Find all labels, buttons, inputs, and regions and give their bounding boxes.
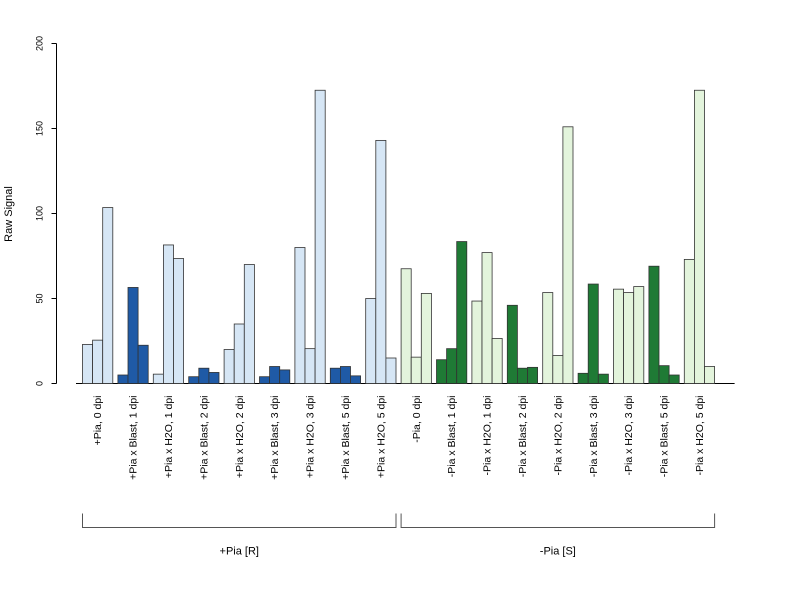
x-tick-label: -Pia x H2O, 5 dpi xyxy=(694,396,706,476)
bar xyxy=(152,373,164,384)
bar xyxy=(623,292,635,384)
x-tick-label: +Pia x H2O, 5 dpi xyxy=(375,396,387,479)
bar xyxy=(162,244,174,384)
y-tick-label: 100 xyxy=(35,206,45,221)
x-tick-label: -Pia x H2O, 1 dpi xyxy=(482,396,494,476)
bar xyxy=(173,258,185,384)
x-tick-label: +Pia x H2O, 2 dpi xyxy=(234,396,246,479)
x-tick-label: -Pia x Blast, 2 dpi xyxy=(517,396,529,478)
bar xyxy=(420,292,432,384)
bar xyxy=(350,375,362,384)
bar xyxy=(562,126,574,384)
group-bracket xyxy=(82,513,397,528)
x-tick-label: -Pia, 0 dpi xyxy=(411,396,423,443)
x-tick-label: +Pia, 0 dpi xyxy=(92,396,104,446)
y-axis-label: Raw Signal xyxy=(3,186,15,242)
bar xyxy=(506,304,518,384)
group-bracket-label: -Pia [S] xyxy=(540,546,576,558)
bar xyxy=(243,264,255,384)
bar xyxy=(587,283,599,384)
bars xyxy=(82,89,716,384)
x-tick-label: +Pia x Blast, 5 dpi xyxy=(340,396,352,480)
bar xyxy=(658,365,670,384)
x-tick-label: +Pia x H2O, 1 dpi xyxy=(163,396,175,479)
y-tick-label: 50 xyxy=(35,293,45,303)
bar xyxy=(198,367,210,384)
bar xyxy=(233,323,245,384)
bar xyxy=(436,359,448,384)
bar xyxy=(517,367,528,384)
bar xyxy=(683,258,695,384)
bar xyxy=(385,357,397,384)
bar xyxy=(613,288,625,384)
group-bracket-label: +Pia [R] xyxy=(220,546,259,558)
group-brackets: +Pia [R] -Pia [S] xyxy=(82,513,716,558)
bar xyxy=(400,268,412,384)
y-axis: 0 50 100 150 200 xyxy=(35,36,57,386)
y-tick-label: 0 xyxy=(35,381,45,386)
bar xyxy=(208,372,220,384)
bar xyxy=(127,287,139,384)
bar xyxy=(527,366,539,384)
y-tick-label: 200 xyxy=(35,36,45,51)
bar xyxy=(471,300,483,384)
x-tick-label: -Pia x Blast, 1 dpi xyxy=(446,396,458,478)
bar xyxy=(102,207,114,384)
bar xyxy=(410,356,422,384)
bar xyxy=(456,241,468,384)
bar xyxy=(314,89,326,384)
bar xyxy=(82,343,94,384)
x-tick-label: -Pia x Blast, 3 dpi xyxy=(588,396,600,478)
x-tick-label: +Pia x Blast, 2 dpi xyxy=(198,396,210,480)
bar xyxy=(633,286,645,384)
bar xyxy=(375,139,387,384)
bar xyxy=(329,367,341,384)
x-tick-label: +Pia x H2O, 3 dpi xyxy=(305,396,317,479)
bar xyxy=(339,366,351,384)
bar xyxy=(365,298,377,384)
x-tick-label: -Pia x Blast, 5 dpi xyxy=(659,396,671,478)
group-bracket xyxy=(400,513,716,528)
x-tick-label: -Pia x H2O, 2 dpi xyxy=(552,396,564,476)
bar xyxy=(648,265,660,384)
bar xyxy=(668,374,680,384)
x-tick-label: +Pia x Blast, 3 dpi xyxy=(269,396,281,480)
bar xyxy=(552,355,564,384)
bar xyxy=(269,366,281,384)
x-tick-label: +Pia x Blast, 1 dpi xyxy=(128,396,140,480)
x-tick-labels: +Pia, 0 dpi +Pia x Blast, 1 dpi +Pia x H2O… xyxy=(92,396,706,480)
bar xyxy=(446,348,458,384)
bar xyxy=(259,376,271,384)
bar xyxy=(92,339,104,384)
x-tick-label: -Pia x H2O, 3 dpi xyxy=(623,396,635,476)
bar xyxy=(542,292,554,384)
bar xyxy=(304,348,316,384)
bar xyxy=(704,366,716,384)
bar xyxy=(117,374,129,384)
bar xyxy=(279,369,291,384)
bar xyxy=(577,372,589,384)
bar xyxy=(137,344,149,384)
bar xyxy=(481,252,493,384)
bar xyxy=(491,338,503,384)
bar xyxy=(188,376,200,384)
bar xyxy=(694,89,705,384)
y-tick-label: 150 xyxy=(35,121,45,136)
bar xyxy=(223,349,235,384)
bar xyxy=(597,373,609,384)
bar xyxy=(294,247,306,384)
